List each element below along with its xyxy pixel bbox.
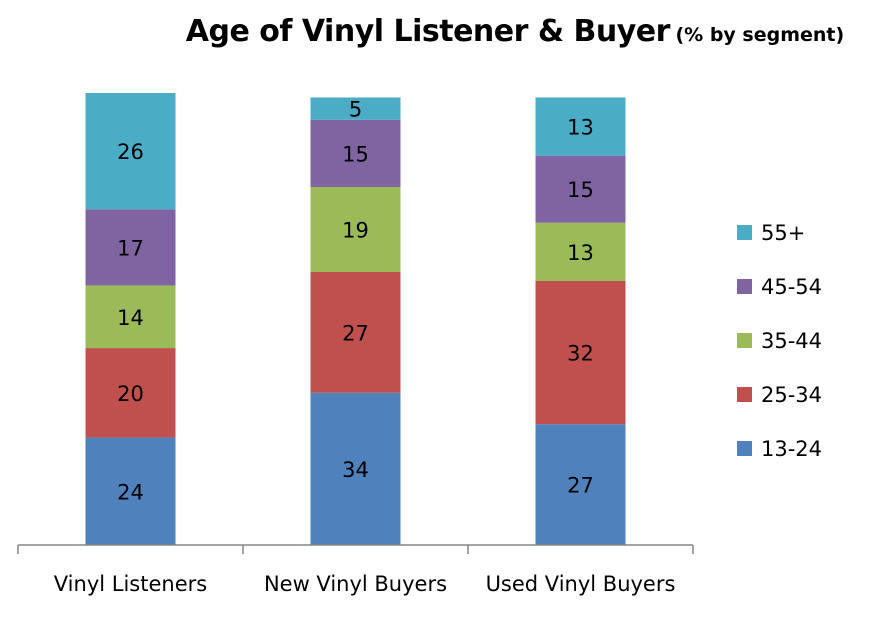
legend-swatch-45-54	[737, 279, 752, 294]
data-label-13-24-1: 34	[342, 458, 369, 482]
bar-segment-13-24-0	[85, 437, 176, 545]
category-label-2: Used Vinyl Buyers	[486, 572, 676, 596]
data-label-55+-2: 13	[567, 116, 594, 140]
data-label-25-34-1: 27	[342, 321, 369, 345]
category-label-1: New Vinyl Buyers	[264, 572, 447, 596]
bar-segment-13-24-1	[310, 392, 401, 545]
bar-segment-45-54-2	[535, 155, 626, 223]
bar-segment-25-34-1	[310, 272, 401, 393]
bar-segment-55+-1	[310, 97, 401, 120]
legend-swatch-35-44	[737, 333, 752, 348]
legend-swatch-13-24	[737, 441, 752, 456]
bar-segment-35-44-2	[535, 222, 626, 281]
legend-label-13-24: 13-24	[761, 437, 822, 461]
bar-segment-55+-2	[535, 97, 626, 156]
bar-segment-45-54-0	[85, 209, 176, 286]
bar-segment-13-24-2	[535, 424, 626, 545]
category-label-0: Vinyl Listeners	[54, 572, 207, 596]
bar-segment-45-54-1	[310, 119, 401, 187]
data-label-45-54-0: 17	[117, 236, 144, 260]
bar-segment-25-34-2	[535, 280, 626, 425]
data-label-55+-1: 5	[349, 98, 362, 122]
data-label-45-54-2: 15	[567, 178, 594, 202]
bar-segment-35-44-1	[310, 186, 401, 273]
data-label-13-24-2: 27	[567, 474, 594, 498]
legend-swatch-25-34	[737, 387, 752, 402]
data-label-35-44-0: 14	[117, 306, 144, 330]
data-label-13-24-0: 24	[117, 480, 144, 504]
bar-segment-35-44-0	[85, 285, 176, 349]
data-label-25-34-2: 32	[567, 342, 594, 366]
legend-label-25-34: 25-34	[761, 383, 822, 407]
legend-swatch-55+	[737, 225, 752, 240]
data-label-25-34-0: 20	[117, 382, 144, 406]
bar-segment-25-34-0	[85, 348, 176, 438]
chart-title: Age of Vinyl Listener & Buyer	[185, 14, 671, 49]
legend-label-55+: 55+	[761, 221, 805, 245]
legend-label-35-44: 35-44	[761, 329, 822, 353]
data-label-55+-0: 26	[117, 140, 144, 164]
data-label-35-44-1: 19	[342, 218, 369, 242]
legend-label-45-54: 45-54	[761, 275, 822, 299]
data-label-45-54-1: 15	[342, 142, 369, 166]
chart-subtitle: (% by segment)	[675, 24, 845, 46]
data-label-35-44-2: 13	[567, 241, 594, 265]
bar-segment-55+-0	[85, 93, 176, 210]
chart-title-block: Age of Vinyl Listener & Buyer (% by segm…	[150, 14, 880, 49]
